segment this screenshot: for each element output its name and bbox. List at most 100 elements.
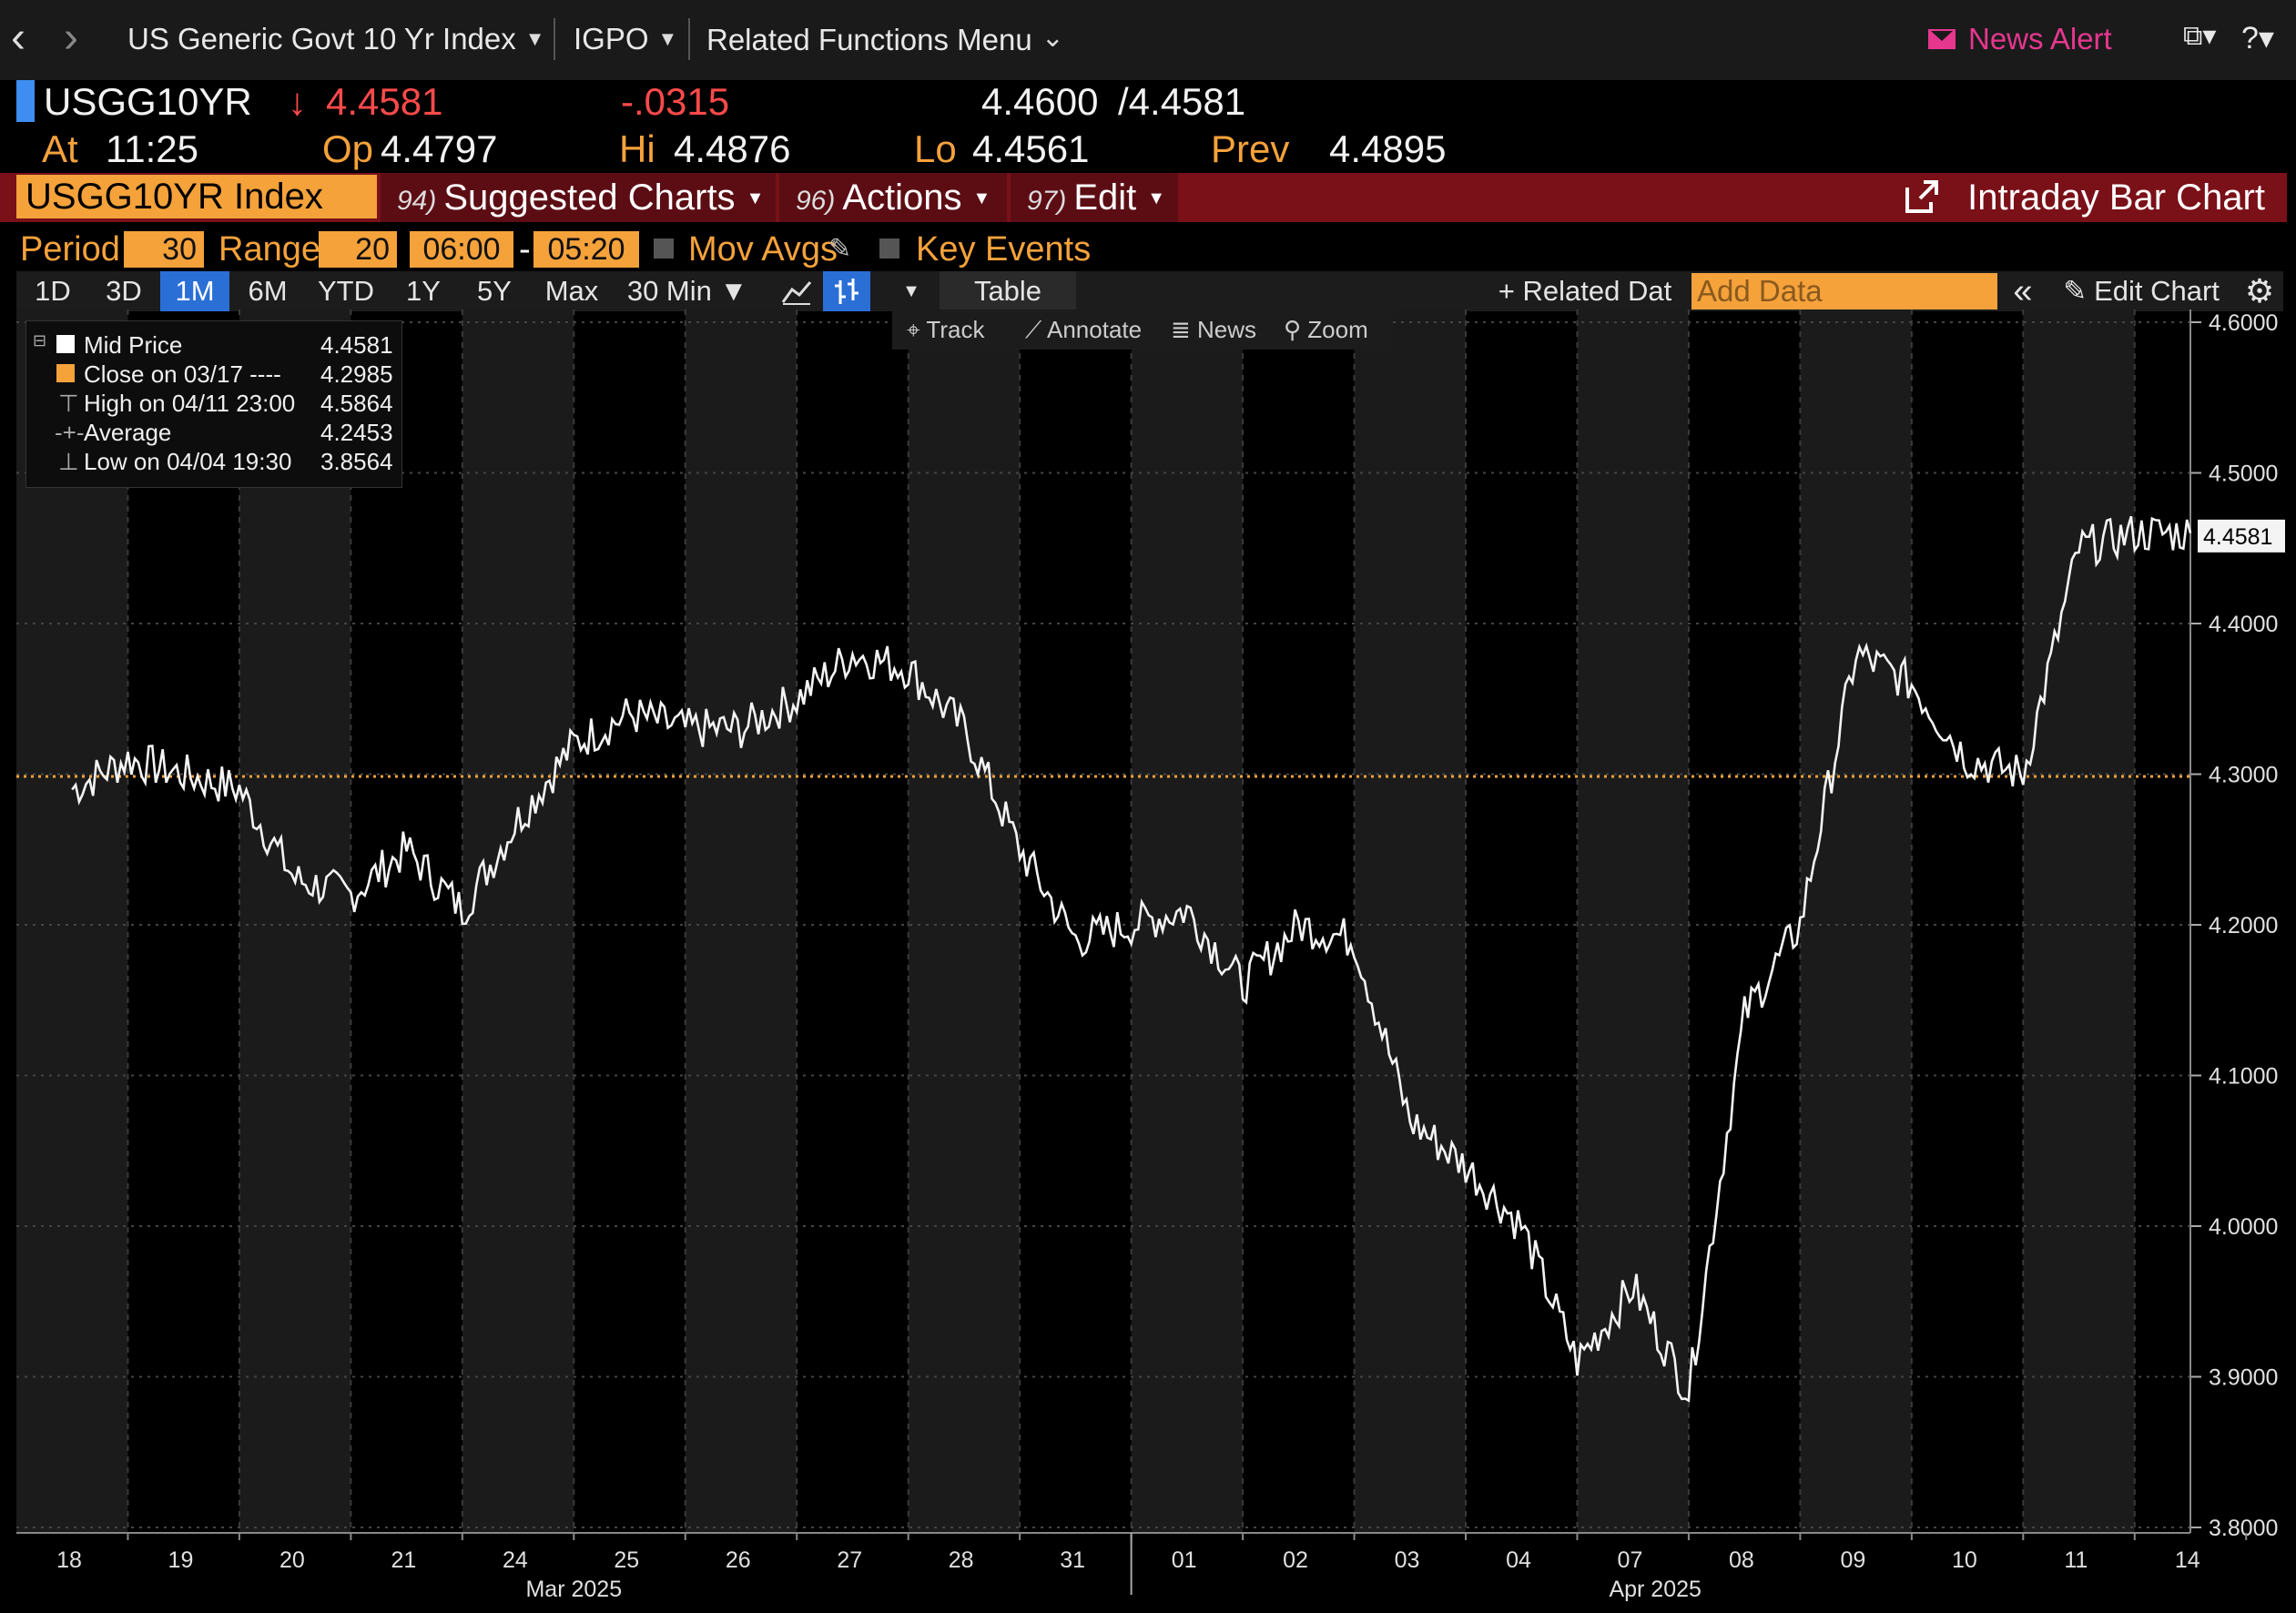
last-price: 4.4581	[326, 80, 443, 123]
window-menu-icon[interactable]: ⧉▾	[2183, 21, 2217, 51]
crosshair-icon: ⌖	[907, 316, 927, 343]
actions-button[interactable]: 96) Actions ▼	[779, 173, 1007, 222]
suggested-charts-label: Suggested Charts	[443, 178, 736, 218]
y-tick-label: 4.0000	[2209, 1214, 2278, 1240]
x-tick-label: 20	[279, 1547, 305, 1573]
high-label: Hi	[619, 127, 655, 170]
start-time-input[interactable]: 06:00	[410, 231, 513, 268]
security-name-dropdown[interactable]: US Generic Govt 10 Yr Index ▼	[127, 22, 545, 56]
help-icon[interactable]: ?▾	[2241, 21, 2274, 56]
mov-avgs-label: Mov Avgs	[688, 230, 838, 269]
range-3d[interactable]: 3D	[106, 275, 142, 307]
suggested-charts-button[interactable]: 94) Suggested Charts ▼	[381, 173, 776, 222]
quote-time: 11:25	[106, 127, 198, 170]
interval-dropdown[interactable]: 30 Min ▼	[626, 275, 748, 307]
legend-label: Close on 03/17 ----	[84, 360, 281, 388]
add-data-input[interactable]: Add Data	[1692, 273, 1997, 309]
track-tool[interactable]: ⌖ Track	[907, 311, 984, 348]
key-events-checkbox[interactable]	[879, 238, 899, 259]
period-label: Period	[20, 230, 120, 269]
ticker: USGG10YR	[44, 80, 252, 123]
chart-title-link[interactable]: Intraday Bar Chart	[1904, 173, 2265, 222]
divider	[688, 18, 690, 60]
legend-label: High on 04/11 23:00	[84, 390, 296, 417]
menu-number: 97)	[1027, 186, 1067, 216]
external-link-icon	[1905, 180, 1939, 213]
x-tick-label: 11	[2064, 1547, 2088, 1573]
zoom-tool[interactable]: ⚲ Zoom	[1284, 311, 1368, 348]
range-ytd[interactable]: YTD	[318, 275, 374, 307]
chart-type-dropdown-icon[interactable]: ▼	[902, 281, 920, 301]
line-chart-icon[interactable]	[774, 271, 819, 311]
day-band	[2023, 309, 2135, 1533]
y-tick-label: 4.2000	[2209, 913, 2278, 938]
x-tick-label: 09	[1840, 1547, 1865, 1573]
average-marker-icon: -+-	[55, 419, 85, 446]
pencil-icon: ✎	[2063, 275, 2088, 307]
time-label: At	[42, 127, 78, 170]
news-icon: ≣	[1171, 316, 1198, 343]
x-tick-label: 19	[168, 1547, 194, 1573]
low-value: 4.4561	[972, 127, 1090, 170]
mid-price-line	[71, 515, 2192, 1403]
down-arrow-icon: ↓	[288, 80, 307, 123]
pencil-icon[interactable]: ✎	[828, 234, 852, 264]
gear-icon[interactable]: ⚙	[2244, 272, 2275, 309]
envelope-icon	[1928, 29, 1956, 49]
range-6m[interactable]: 6M	[248, 275, 288, 307]
news-label: News	[1197, 316, 1257, 343]
y-tick-label: 4.6000	[2209, 310, 2278, 336]
ask-price: /4.4581	[1118, 80, 1246, 123]
caret-down-icon: ▼	[746, 188, 765, 208]
x-tick-label: 21	[391, 1547, 416, 1573]
range-1m[interactable]: 1M	[160, 271, 229, 311]
table-button[interactable]: Table	[940, 271, 1076, 311]
day-band	[1800, 309, 1912, 1533]
news-tool[interactable]: ≣ News	[1171, 311, 1256, 348]
function-code-dropdown[interactable]: IGPO ▼	[574, 22, 677, 56]
mov-avgs-checkbox[interactable]	[654, 238, 674, 259]
x-tick-label: 08	[1729, 1547, 1754, 1573]
menu-number: 94)	[397, 186, 437, 216]
security-name-label: US Generic Govt 10 Yr Index	[127, 22, 516, 56]
range-max[interactable]: Max	[544, 275, 599, 307]
bar-chart-icon[interactable]	[823, 271, 870, 311]
day-band	[462, 309, 574, 1533]
related-data-button[interactable]: + Related Dat	[1498, 275, 1672, 307]
month-label: Apr 2025	[1609, 1577, 1701, 1602]
chevron-right-icon[interactable]: ›	[64, 14, 78, 62]
day-band	[16, 309, 128, 1533]
edit-button[interactable]: 97) Edit ▼	[1011, 173, 1178, 222]
chart-legend	[25, 320, 402, 488]
range-5y[interactable]: 5Y	[477, 275, 512, 307]
legend-label: Mid Price	[84, 331, 183, 359]
x-tick-label: 03	[1395, 1547, 1420, 1573]
related-functions-menu[interactable]: Related Functions Menu ⌄	[706, 22, 1064, 57]
annotate-label: Annotate	[1047, 316, 1143, 343]
news-alert-button[interactable]: News Alert	[1928, 22, 2112, 56]
time-range-dash: -	[519, 230, 531, 269]
range-1d[interactable]: 1D	[35, 275, 71, 307]
legend-value: 4.2985	[320, 360, 393, 388]
collapse-legend-icon[interactable]: ⊟	[33, 331, 47, 350]
key-events-label: Key Events	[916, 230, 1092, 269]
range-input[interactable]: 20	[319, 231, 397, 268]
zoom-label: Zoom	[1307, 316, 1368, 343]
low-marker-icon: ⊥	[58, 448, 79, 475]
x-tick-label: 28	[949, 1547, 974, 1573]
price-chart[interactable]: 4.6000 4.5000 4.4000 4.3000 4.2000 4.1000 4.00…	[0, 309, 2296, 1613]
collapse-icon[interactable]: «	[2013, 272, 2033, 310]
y-tick-label: 3.9000	[2209, 1365, 2278, 1391]
close-swatch	[56, 364, 75, 382]
security-input[interactable]: USGG10YR Index	[16, 175, 377, 218]
annotate-tool[interactable]: ⟋ Annotate	[1025, 311, 1142, 348]
edit-chart-button[interactable]: ✎ Edit Chart	[2052, 271, 2230, 311]
ticker-color-flag	[16, 80, 35, 122]
end-time-input[interactable]: 05:20	[533, 231, 639, 268]
x-tick-label: 27	[837, 1547, 862, 1573]
day-band	[1577, 309, 1689, 1533]
period-input[interactable]: 30	[124, 231, 204, 268]
chevron-left-icon[interactable]: ‹	[11, 14, 25, 62]
range-1y[interactable]: 1Y	[406, 275, 441, 307]
caret-down-icon: ▼	[657, 27, 678, 50]
